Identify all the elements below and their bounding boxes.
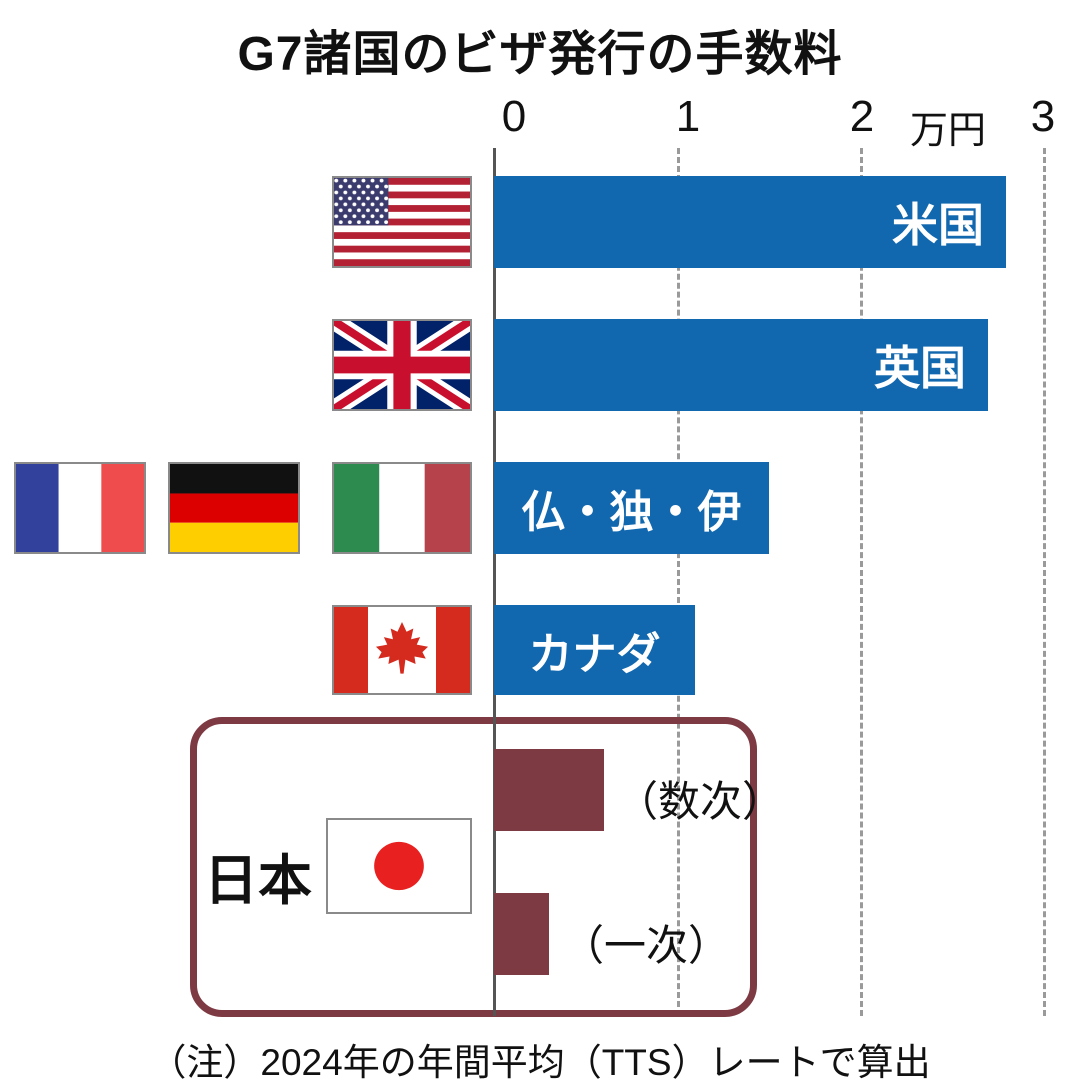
bar-label-japan-multiple-entry: （数次）	[616, 778, 785, 825]
gridline-3	[1043, 148, 1046, 1016]
bar-label-usa: 米国	[892, 199, 984, 251]
italy-flag-icon	[332, 462, 472, 554]
bar-japan-multiple-entry	[494, 749, 604, 831]
bar-france-germany-italy: 仏・独・伊	[494, 462, 769, 554]
bar-label-uk: 英国	[874, 342, 966, 394]
chart-title: G7諸国のビザ発行の手数料	[237, 28, 843, 81]
japan-group-box	[190, 717, 757, 1017]
axis-tick-1: 1	[675, 92, 701, 141]
axis-tick-2: 2	[849, 92, 875, 141]
usa-flag-icon	[332, 176, 472, 268]
bar-japan-single-entry	[494, 893, 549, 975]
footnote: （注）2024年の年間平均（TTS）レートで算出	[149, 1042, 931, 1080]
bar-label-france-germany-italy: 仏・独・伊	[521, 488, 742, 537]
axis-unit-label: 万円	[909, 110, 986, 152]
gridline-2	[860, 148, 863, 1016]
germany-flag-icon	[168, 462, 300, 554]
canada-flag-icon	[332, 605, 472, 695]
japan-group-label: 日本	[204, 851, 312, 911]
gridline-1	[677, 148, 680, 1016]
bar-canada: カナダ	[494, 605, 695, 695]
axis-tick-0: 0	[501, 92, 527, 141]
axis-tick-3: 3	[1030, 92, 1056, 141]
japan-flag-icon	[326, 818, 472, 914]
bar-label-japan-single-entry: （一次）	[562, 922, 731, 969]
bar-uk: 英国	[494, 319, 988, 411]
france-flag-icon	[14, 462, 146, 554]
bar-label-canada: カナダ	[528, 630, 661, 679]
axis-baseline	[493, 148, 496, 1016]
uk-flag-icon	[332, 319, 472, 411]
bar-usa: 米国	[494, 176, 1006, 268]
